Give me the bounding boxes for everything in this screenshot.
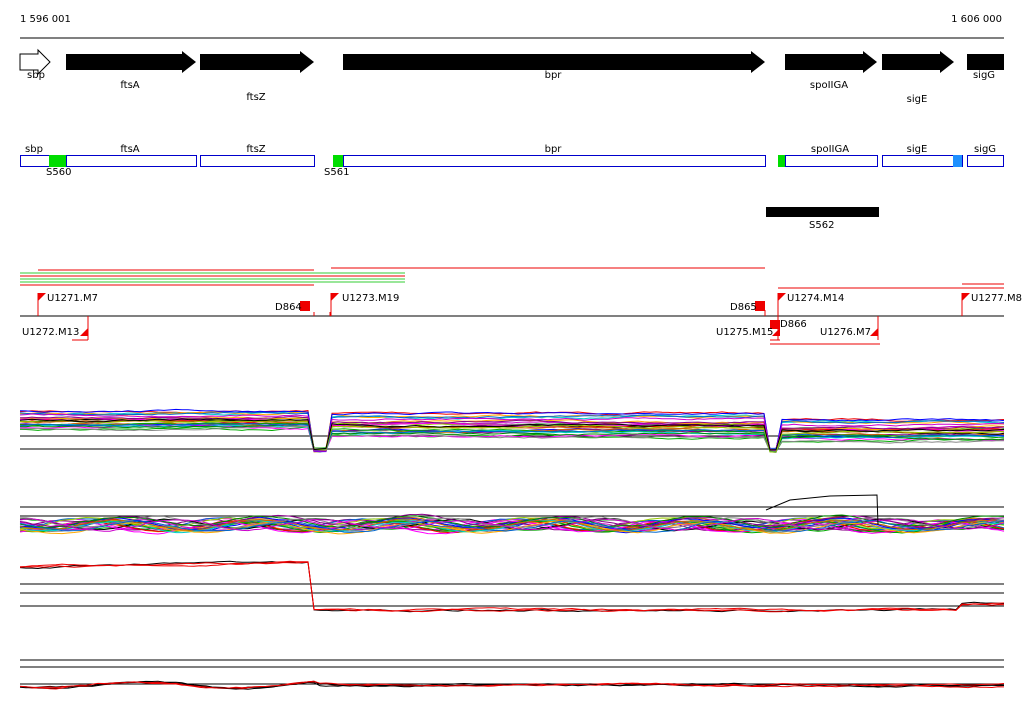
profile-line	[19, 408, 1005, 453]
profile-line	[19, 416, 1004, 452]
segment-label: bpr	[545, 144, 563, 155]
segments	[20, 155, 1004, 167]
profile-line	[19, 411, 1005, 452]
segment-label: sbp	[25, 144, 43, 155]
segment-label: ftsZ	[246, 144, 265, 155]
promoter-label: S560	[46, 167, 71, 178]
segment-label: sigE	[907, 144, 928, 155]
gene-arrow	[967, 54, 1004, 70]
profile-line	[19, 425, 1005, 452]
promoter-label: S561	[324, 167, 349, 178]
track-baselines	[20, 435, 1004, 685]
segment-box	[66, 155, 197, 167]
promoter-label: S562	[809, 220, 834, 231]
gene-label: spoIIGA	[810, 80, 848, 91]
profile-line	[19, 560, 1005, 613]
promoter-box	[49, 155, 66, 167]
segment-box	[20, 155, 50, 167]
gene-arrow	[343, 51, 765, 73]
segment-box	[343, 155, 766, 167]
profile-line	[19, 423, 1005, 451]
transcript-lines	[20, 267, 1004, 345]
profile-line	[19, 418, 1005, 451]
gene-label: sigG	[973, 70, 995, 81]
transcript-label: D866	[780, 319, 807, 330]
profile-line	[19, 423, 1005, 453]
segment-box	[200, 155, 315, 167]
transcript-label: U1277.M8	[971, 293, 1022, 304]
promoter-box	[953, 155, 962, 167]
segment-box	[785, 155, 878, 167]
transcript-label: U1272.M13	[22, 327, 79, 338]
profile-line	[19, 561, 1005, 613]
segment-label: spoIIGA	[811, 144, 849, 155]
profile-line	[19, 514, 1005, 529]
transcript-label: U1276.M7	[820, 327, 871, 338]
gene-label: sigE	[907, 94, 928, 105]
segment-label: ftsA	[120, 144, 139, 155]
ruler-start: 1 596 001	[20, 14, 71, 25]
gene-arrow	[66, 51, 196, 73]
profile-line	[19, 680, 1005, 689]
transcript-label: D864	[275, 302, 302, 313]
gene-label: sbp	[27, 70, 45, 81]
profile-line	[19, 413, 1005, 452]
segment-box	[882, 155, 963, 167]
profile-line	[19, 560, 1005, 613]
gene-arrow	[785, 51, 877, 73]
terminator-bar	[766, 207, 879, 217]
transcript-label: D865	[730, 302, 757, 313]
profile-line	[19, 518, 1005, 532]
gene-arrow	[19, 48, 51, 76]
profile-line	[19, 517, 1005, 532]
expression-profiles	[19, 408, 1005, 690]
transcript-label: U1271.M7	[47, 293, 98, 304]
gene-arrow	[200, 51, 314, 73]
segment-label: sigG	[974, 144, 996, 155]
ruler-end: 1 606 000	[951, 14, 1002, 25]
profile-line	[20, 419, 1005, 453]
promoter-box	[333, 155, 343, 167]
transcript-label: U1274.M14	[787, 293, 844, 304]
transcript-label: U1275.M15	[716, 327, 773, 338]
profile-line	[765, 494, 879, 526]
transcript-flags	[38, 293, 970, 336]
static-layout	[19, 37, 1005, 690]
gene-label: ftsZ	[246, 92, 265, 103]
gene-label: ftsA	[120, 80, 139, 91]
segment-box	[967, 155, 1004, 167]
gene-label: bpr	[545, 70, 563, 81]
gene-arrow	[882, 51, 954, 73]
profile-line	[19, 520, 1005, 533]
promoter-box	[778, 155, 785, 167]
transcript-label: U1273.M19	[342, 293, 399, 304]
